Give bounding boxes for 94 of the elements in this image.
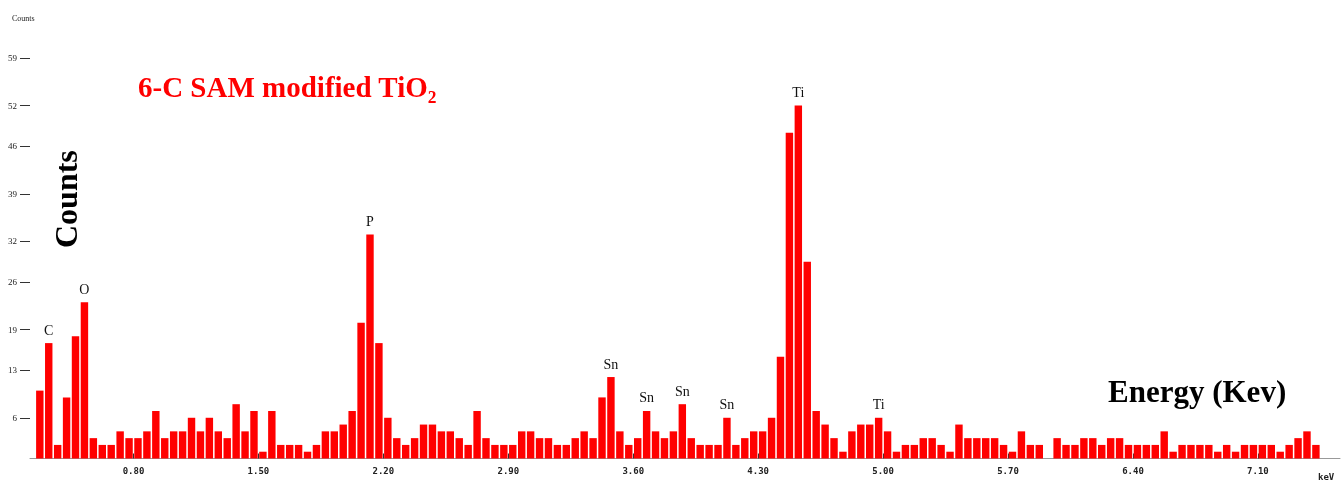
x-tick-label: 4.30: [747, 466, 770, 476]
bar: [669, 431, 678, 459]
bar: [1017, 431, 1026, 459]
bar: [1249, 444, 1258, 459]
bar: [1035, 444, 1043, 459]
x-tick-label: 1.50: [247, 466, 270, 476]
bar: [1008, 451, 1017, 459]
bar: [303, 451, 312, 459]
bar: [71, 336, 80, 459]
bar: [419, 424, 428, 459]
annotation: Sn: [639, 390, 655, 406]
bar: [874, 417, 883, 459]
bar: [544, 438, 553, 459]
bar: [901, 444, 910, 459]
bar: [990, 438, 999, 459]
bar: [205, 417, 214, 459]
bar: [321, 431, 330, 459]
bar: [910, 444, 919, 459]
bar: [758, 431, 767, 459]
bar: [1133, 444, 1142, 459]
x-tick-label: 7.10: [1247, 466, 1269, 476]
text: Counts: [12, 13, 35, 23]
bar: [178, 431, 187, 459]
bar: [169, 431, 178, 459]
y-tick-label: 52: [8, 100, 17, 111]
x-tick-label: 2.20: [372, 466, 395, 476]
bar: [1240, 444, 1249, 459]
bar: [767, 417, 776, 459]
y-tick-label: 26: [8, 277, 18, 288]
y-tick-label: 19: [8, 324, 18, 335]
x-tick-label: 2.90: [497, 466, 520, 476]
y-tick-label: 46: [8, 141, 18, 152]
bar: [330, 431, 339, 459]
y-tick-label: 59: [8, 53, 18, 63]
bar: [883, 431, 892, 459]
bar: [312, 444, 321, 459]
bar: [62, 397, 71, 459]
annotation: C: [44, 322, 54, 338]
bar: [80, 302, 89, 459]
bar: [437, 431, 446, 459]
bar: [285, 444, 294, 459]
bar: [187, 417, 196, 459]
bar: [794, 105, 803, 459]
bar: [1142, 444, 1151, 459]
bar: [401, 444, 410, 459]
bar: [53, 444, 62, 459]
bar: [214, 431, 222, 459]
bar: [410, 438, 419, 459]
annotation: O: [79, 281, 90, 297]
x-tick-label: 6.40: [1122, 466, 1144, 476]
bar: [1222, 444, 1231, 459]
bar: [678, 404, 687, 459]
x-tick-label: 5.70: [997, 466, 1019, 476]
bar: [1258, 444, 1267, 459]
y-tick-label: 39: [8, 188, 18, 199]
annotation: P: [366, 213, 375, 229]
bar: [535, 438, 544, 459]
bar: [651, 431, 660, 459]
bar: [785, 132, 794, 459]
annotation: Ti: [872, 397, 885, 413]
bar: [892, 451, 901, 459]
bar: [1124, 444, 1133, 459]
text: keV: [1318, 471, 1335, 482]
bar: [776, 356, 785, 459]
bar: [1106, 438, 1115, 459]
bar: [660, 438, 669, 459]
y-tick-label: 13: [8, 365, 18, 376]
bar: [633, 438, 642, 459]
annotation: Sn: [674, 383, 690, 399]
bar: [1115, 438, 1124, 459]
annotation: Sn: [603, 356, 619, 372]
bar: [89, 438, 98, 459]
x-tick-label: 3.60: [622, 466, 645, 476]
y-axis-title: Counts: [48, 150, 84, 248]
x-axis-title: Energy (Kev): [1108, 374, 1287, 409]
chart-title: 6-C SAM modified TiO₂: [138, 70, 437, 103]
bar: [999, 444, 1008, 459]
bar: [1231, 451, 1240, 459]
x-tick-label: 0.80: [122, 466, 145, 476]
bar: [562, 444, 571, 459]
bar: [196, 431, 205, 459]
bar: [553, 444, 562, 459]
bar: [642, 410, 651, 459]
x-tick-label: 5.00: [872, 466, 894, 476]
bar: [1026, 444, 1035, 459]
bar: [517, 431, 526, 459]
bar: [446, 431, 455, 459]
bar: [294, 444, 303, 459]
bar: [526, 431, 535, 459]
annotation: Ti: [792, 85, 805, 101]
bar: [428, 424, 437, 459]
y-tick-label: 6: [12, 412, 18, 423]
annotation: Sn: [719, 397, 735, 413]
y-tick-label: 32: [8, 236, 17, 247]
